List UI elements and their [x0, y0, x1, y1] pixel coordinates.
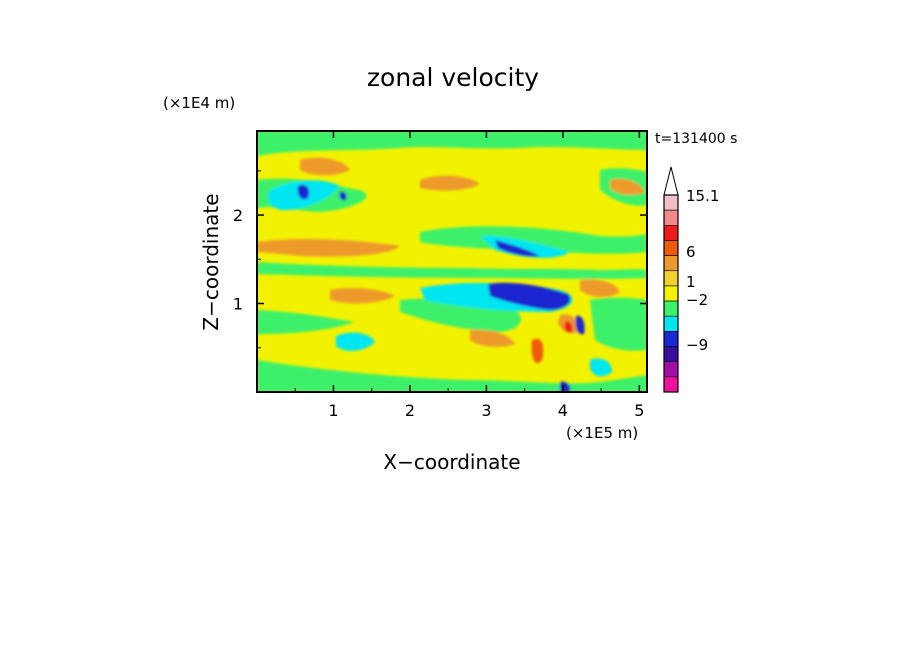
region-orange [300, 157, 350, 176]
colorbar-band [663, 285, 679, 302]
colorbar-band [663, 346, 679, 362]
region-green [257, 360, 647, 392]
region-orange [580, 279, 620, 298]
colorbar-overflow-arrow [663, 166, 679, 196]
colorbar: 15.1 6 1−2 −9 [663, 166, 719, 393]
colorbar-band [663, 376, 679, 393]
colorbar-band [663, 209, 679, 226]
time-label: t=131400 s [655, 131, 737, 147]
region-green [590, 297, 647, 351]
colorbar-label: −2 [686, 291, 708, 309]
region-red [531, 338, 544, 364]
colorbar-label: −9 [686, 336, 708, 354]
y-unit-label: (×1E4 m) [163, 94, 235, 112]
chart-title: zonal velocity [367, 63, 539, 92]
y-tick-label: 1 [233, 295, 243, 314]
x-tick-label: 5 [634, 401, 644, 420]
x-unit-label: (×1E5 m) [566, 424, 638, 442]
x-tick-label: 4 [558, 401, 568, 420]
colorbar-band [663, 315, 679, 332]
region-blue [339, 191, 347, 201]
region-blue [575, 315, 585, 335]
x-ticks: 1 2 3 4 5 [294, 131, 644, 420]
x-tick-label: 2 [405, 401, 415, 420]
region-cyan [480, 235, 570, 258]
region-orange [330, 288, 395, 304]
region-green [257, 310, 355, 334]
region-orange [420, 175, 480, 191]
region-green [257, 131, 647, 156]
colorbar-band [663, 255, 679, 272]
colorbar-label: 6 [686, 243, 696, 261]
region-orange [470, 329, 515, 347]
region-cyan [336, 332, 375, 351]
region-orange [257, 239, 400, 257]
x-tick-label: 3 [481, 401, 491, 420]
y-ticks: 12 [233, 170, 647, 349]
region-red [564, 321, 573, 333]
colorbar-band [663, 300, 679, 317]
colorbar-band [663, 270, 679, 287]
y-tick-label: 2 [233, 206, 243, 225]
region-blue [297, 184, 310, 200]
colorbar-frame [663, 194, 679, 393]
colorbar-label: 1 [686, 273, 696, 291]
region-blue [495, 240, 540, 257]
colorbar-band [663, 240, 679, 256]
field-regions [257, 131, 647, 392]
colorbar-band [663, 331, 679, 347]
region-green [420, 226, 647, 254]
region-blue [488, 282, 571, 310]
region-orange [610, 178, 645, 195]
plot-frame [256, 130, 648, 393]
x-axis-label: X−coordinate [383, 450, 520, 474]
colorbar-label: 15.1 [686, 187, 719, 205]
region-cyan [590, 358, 612, 377]
colorbar-band [663, 225, 679, 241]
colorbar-band [663, 194, 679, 211]
x-tick-label: 1 [328, 401, 338, 420]
y-axis-label: Z−coordinate [199, 193, 223, 330]
heatmap-field [257, 131, 647, 392]
region-green [257, 262, 647, 279]
colorbar-band [663, 361, 679, 378]
